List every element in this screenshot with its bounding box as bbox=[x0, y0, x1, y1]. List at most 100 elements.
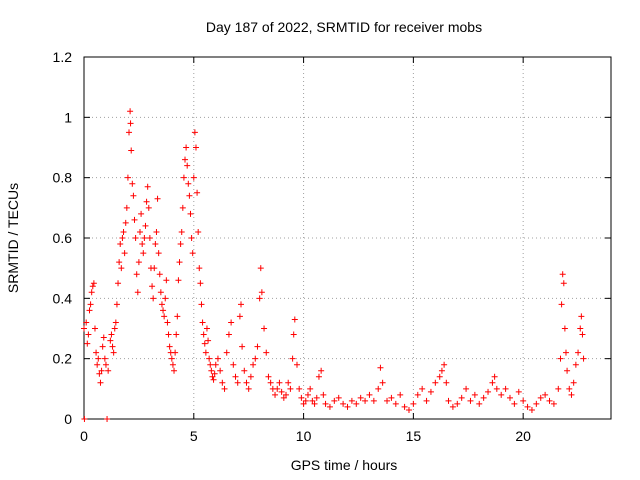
data-point bbox=[293, 361, 300, 368]
data-point bbox=[254, 343, 261, 350]
data-point bbox=[542, 391, 549, 398]
data-point bbox=[353, 400, 360, 407]
data-point bbox=[427, 388, 434, 395]
data-point bbox=[559, 271, 566, 278]
data-point bbox=[230, 361, 237, 368]
y-tick-label: 1.2 bbox=[53, 49, 73, 65]
data-point bbox=[225, 331, 232, 338]
data-point bbox=[274, 385, 281, 392]
data-point bbox=[524, 403, 531, 410]
data-point bbox=[150, 295, 157, 302]
data-point bbox=[120, 228, 127, 235]
data-point bbox=[206, 355, 213, 362]
axis-ticks: 0 5 10 15 20 0 0.2 0.4 0.6 0.8 1 1.2 bbox=[53, 49, 611, 444]
data-point bbox=[179, 204, 186, 211]
data-point bbox=[241, 367, 248, 374]
data-point bbox=[115, 280, 122, 287]
data-point bbox=[370, 397, 377, 404]
data-point bbox=[93, 349, 100, 356]
data-point bbox=[128, 147, 135, 154]
data-point bbox=[267, 379, 274, 386]
data-point bbox=[214, 355, 221, 362]
data-point bbox=[102, 361, 109, 368]
data-point bbox=[239, 343, 246, 350]
y-tick-label: 0.2 bbox=[53, 351, 73, 367]
data-point bbox=[344, 403, 351, 410]
data-point bbox=[379, 379, 386, 386]
data-point bbox=[99, 343, 106, 350]
data-point bbox=[489, 379, 496, 386]
data-point bbox=[185, 180, 192, 187]
data-point bbox=[81, 416, 88, 422]
data-point bbox=[340, 400, 347, 407]
data-point bbox=[520, 397, 527, 404]
data-point bbox=[234, 379, 241, 386]
data-point bbox=[362, 397, 369, 404]
data-point bbox=[210, 376, 217, 383]
data-point bbox=[265, 373, 272, 380]
data-point bbox=[217, 367, 224, 374]
data-point bbox=[228, 319, 235, 326]
data-point bbox=[151, 265, 158, 272]
data-point bbox=[96, 370, 103, 377]
data-point bbox=[304, 391, 311, 398]
data-point bbox=[109, 343, 116, 350]
data-point bbox=[485, 388, 492, 395]
data-point bbox=[458, 394, 465, 401]
data-point bbox=[94, 361, 101, 368]
data-point bbox=[285, 379, 292, 386]
data-point bbox=[566, 385, 573, 392]
data-point bbox=[89, 283, 96, 290]
data-point bbox=[189, 250, 196, 257]
y-tick-label: 0.6 bbox=[53, 230, 73, 246]
data-point bbox=[568, 391, 575, 398]
data-point bbox=[191, 129, 198, 136]
data-point bbox=[117, 241, 124, 248]
data-point bbox=[476, 400, 483, 407]
data-point bbox=[300, 400, 307, 407]
data-point bbox=[493, 385, 500, 392]
data-point bbox=[423, 397, 430, 404]
data-point bbox=[136, 228, 143, 235]
data-point bbox=[291, 316, 298, 323]
data-point bbox=[83, 319, 90, 326]
data-point bbox=[258, 289, 265, 296]
data-point bbox=[182, 156, 189, 163]
data-point bbox=[570, 379, 577, 386]
data-point bbox=[572, 361, 579, 368]
data-point bbox=[578, 313, 585, 320]
data-point bbox=[95, 355, 102, 362]
data-point bbox=[141, 235, 148, 241]
data-point bbox=[201, 340, 208, 347]
data-point bbox=[160, 307, 167, 314]
data-point bbox=[555, 385, 562, 392]
y-tick-label: 0.4 bbox=[53, 290, 73, 306]
data-point bbox=[140, 250, 147, 257]
data-point bbox=[133, 271, 140, 278]
data-point bbox=[163, 277, 170, 284]
data-point bbox=[557, 355, 564, 362]
data-point bbox=[223, 349, 230, 356]
data-point bbox=[126, 129, 133, 136]
data-point bbox=[243, 379, 250, 386]
x-tick-label: 10 bbox=[296, 428, 312, 444]
data-point bbox=[211, 370, 218, 377]
data-point bbox=[149, 283, 156, 290]
data-point bbox=[252, 355, 259, 362]
data-point bbox=[164, 319, 171, 326]
data-point bbox=[81, 325, 87, 332]
data-point bbox=[326, 403, 333, 410]
data-point bbox=[384, 397, 391, 404]
data-point bbox=[289, 355, 296, 362]
scatter-points bbox=[81, 108, 587, 422]
data-point bbox=[90, 280, 97, 287]
data-point bbox=[414, 391, 421, 398]
data-point bbox=[171, 367, 178, 374]
data-point bbox=[176, 259, 183, 266]
data-point bbox=[388, 394, 395, 401]
data-point bbox=[438, 367, 445, 374]
x-tick-label: 5 bbox=[190, 428, 198, 444]
data-point bbox=[139, 241, 146, 248]
data-point bbox=[194, 189, 201, 196]
data-point bbox=[186, 192, 193, 199]
